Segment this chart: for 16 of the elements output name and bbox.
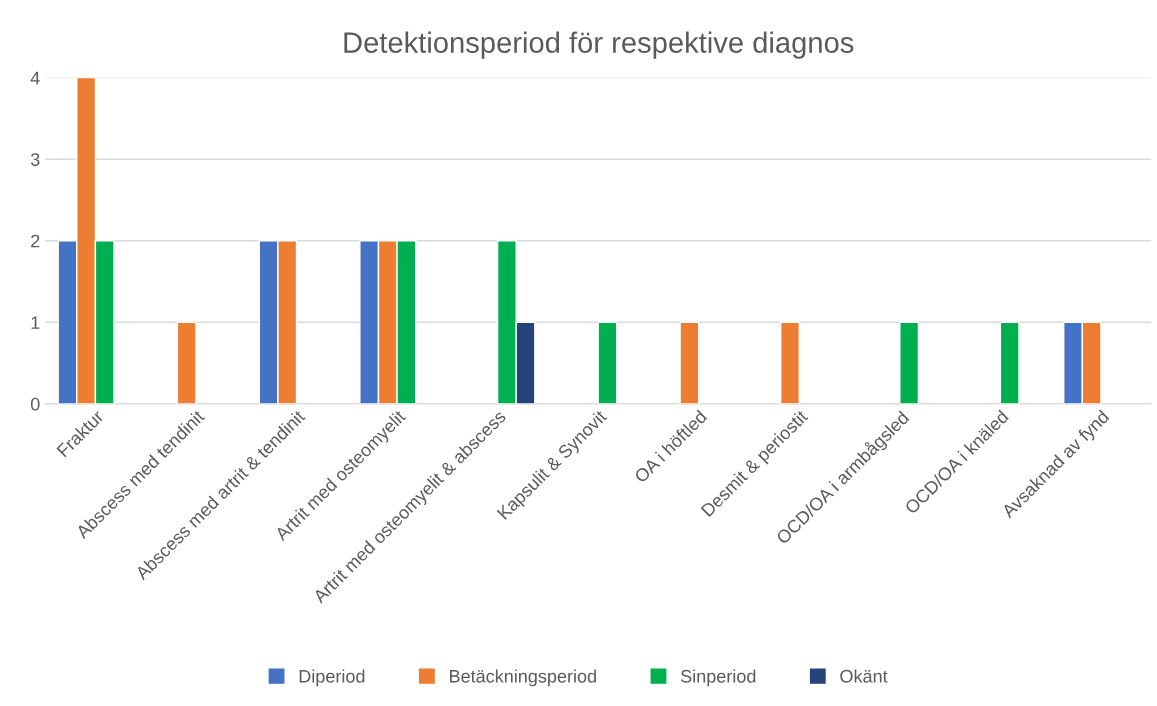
y-tick-label: 4: [30, 71, 40, 85]
y-tick-label: 3: [30, 153, 40, 166]
legend-label: Sinperiod: [680, 669, 756, 687]
bar: [176, 321, 197, 404]
chart-title: Detektionsperiod för respektive diagnos: [344, 31, 854, 59]
bar: [999, 321, 1020, 404]
y-tick-label: 0: [30, 397, 40, 411]
y-tick-label: 2: [31, 234, 40, 248]
bar: [779, 321, 800, 404]
y-tick-label: 1: [31, 316, 40, 329]
legend-label: Betäckningsperiod: [450, 669, 596, 687]
legend-label: Diperiod: [299, 669, 365, 687]
bar: [679, 321, 700, 404]
bar: [597, 321, 618, 404]
legend-label: Okänt: [840, 669, 888, 683]
bar: [899, 321, 920, 404]
